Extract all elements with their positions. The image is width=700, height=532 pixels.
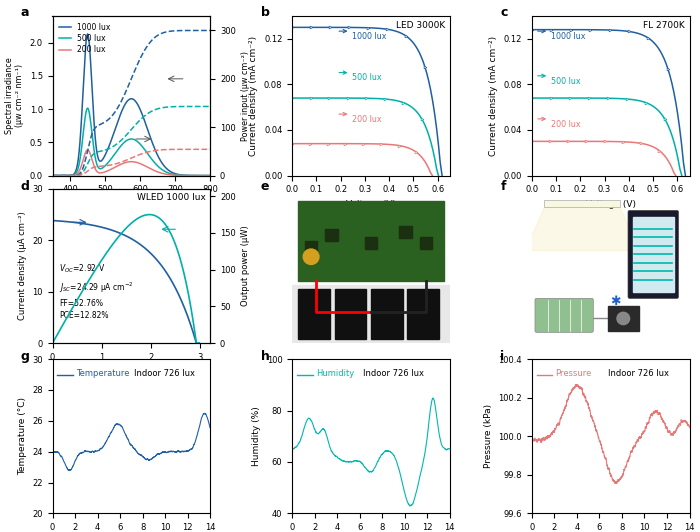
Y-axis label: Humidity (%): Humidity (%): [252, 406, 261, 466]
Text: WLED 1000 lux: WLED 1000 lux: [136, 194, 205, 203]
Text: Temperature: Temperature: [76, 369, 130, 378]
Text: Indoor 726 lux: Indoor 726 lux: [363, 369, 424, 378]
Y-axis label: Temperature (°C): Temperature (°C): [18, 397, 27, 475]
Bar: [326, 229, 338, 242]
Text: 500 lux: 500 lux: [551, 77, 580, 86]
Bar: [365, 237, 377, 249]
Text: c: c: [500, 6, 508, 19]
Y-axis label: Current density (mA cm⁻²): Current density (mA cm⁻²): [249, 36, 258, 156]
Text: ✱: ✱: [610, 295, 621, 307]
Y-axis label: Output power (μW): Output power (μW): [241, 226, 250, 306]
Bar: [292, 285, 450, 343]
Text: Pressure: Pressure: [556, 369, 592, 378]
Bar: [371, 289, 402, 338]
Text: h: h: [260, 350, 270, 363]
Bar: [298, 201, 444, 281]
FancyBboxPatch shape: [628, 211, 678, 298]
Text: FL 2700K: FL 2700K: [643, 21, 685, 30]
Y-axis label: Current density (mA cm⁻²): Current density (mA cm⁻²): [489, 36, 498, 156]
FancyBboxPatch shape: [535, 298, 594, 332]
Bar: [298, 289, 330, 338]
Text: Indoor 726 lux: Indoor 726 lux: [608, 369, 668, 378]
Y-axis label: Pressure (kPa): Pressure (kPa): [484, 404, 493, 468]
Text: 200 lux: 200 lux: [352, 115, 382, 124]
Text: d: d: [21, 180, 30, 193]
Polygon shape: [526, 207, 639, 251]
X-axis label: Voltage (V): Voltage (V): [586, 200, 636, 209]
Bar: [407, 289, 439, 338]
Text: a: a: [21, 6, 29, 19]
Bar: [633, 217, 673, 292]
Text: 1000 lux: 1000 lux: [352, 32, 386, 41]
Bar: [400, 226, 412, 238]
X-axis label: Voltage (V): Voltage (V): [106, 368, 156, 377]
Circle shape: [617, 312, 629, 325]
Text: i: i: [500, 350, 505, 363]
Bar: [420, 237, 433, 249]
Text: f: f: [500, 180, 506, 193]
Bar: [608, 306, 639, 331]
Y-axis label: Power input (μw cm⁻²): Power input (μw cm⁻²): [241, 51, 251, 141]
X-axis label: Voltage (V): Voltage (V): [346, 200, 396, 209]
X-axis label: Wavelength (nm): Wavelength (nm): [92, 200, 171, 209]
Bar: [545, 200, 620, 207]
Text: e: e: [260, 180, 269, 193]
Circle shape: [303, 249, 319, 264]
Text: LED 3000K: LED 3000K: [396, 21, 445, 30]
Y-axis label: Spectral irradiance
(μw cm⁻² nm⁻¹): Spectral irradiance (μw cm⁻² nm⁻¹): [5, 57, 24, 134]
Text: Indoor 726 lux: Indoor 726 lux: [134, 369, 195, 378]
Text: 200 lux: 200 lux: [551, 120, 580, 129]
Text: $V_{OC}$=2.92 V
$J_{SC}$=24.29 μA cm$^{-2}$
FF=52.76%
PCE=12.82%: $V_{OC}$=2.92 V $J_{SC}$=24.29 μA cm$^{-…: [59, 263, 134, 320]
Text: b: b: [260, 6, 270, 19]
Y-axis label: Current density (μA cm⁻²): Current density (μA cm⁻²): [18, 212, 27, 320]
Text: 500 lux: 500 lux: [352, 73, 382, 82]
Text: g: g: [21, 350, 30, 363]
Bar: [335, 289, 366, 338]
Text: Humidity: Humidity: [316, 369, 354, 378]
Legend: 1000 lux, 500 lux, 200 lux: 1000 lux, 500 lux, 200 lux: [56, 20, 113, 57]
Text: 1000 lux: 1000 lux: [551, 32, 585, 41]
Bar: [304, 242, 317, 254]
